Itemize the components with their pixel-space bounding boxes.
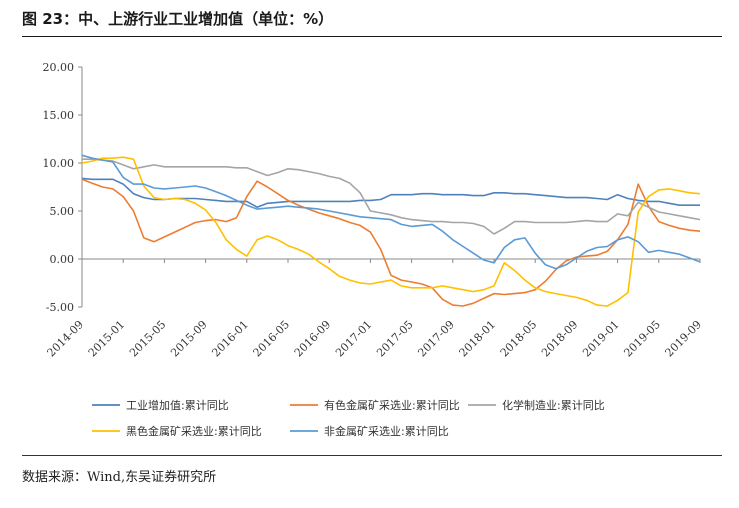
series-line-3 xyxy=(82,158,701,235)
x-tick-label: 2015-09 xyxy=(168,318,210,360)
x-tick-label: 2018-01 xyxy=(457,318,499,360)
x-tick-label: 2019-01 xyxy=(580,318,622,360)
series-lines xyxy=(81,154,701,307)
legend-label-4: 黑色金属矿采选业:累计同比 xyxy=(126,424,262,438)
y-tick-label: -5.00 xyxy=(46,301,74,314)
x-tick-label: 2019-09 xyxy=(663,318,705,360)
series-line-4 xyxy=(81,156,701,307)
y-tick-label: 15.00 xyxy=(43,109,75,122)
y-tick-label: 10.00 xyxy=(43,157,75,170)
series-line-1 xyxy=(81,177,700,208)
y-tick-label: 20.00 xyxy=(43,61,75,74)
x-tick-label: 2015-01 xyxy=(86,318,128,360)
series-line-2 xyxy=(81,178,701,307)
y-tick-label: 0.00 xyxy=(50,253,75,266)
x-tick-label: 2016-01 xyxy=(209,318,251,360)
x-tick-label: 2017-01 xyxy=(333,318,375,360)
x-tick-label: 2018-05 xyxy=(498,318,540,360)
x-tick-labels: 2014-09 2015-01 2015-05 2015-09 2016-01 2016-… xyxy=(45,318,705,360)
data-source: 数据来源：Wind,东吴证券研究所 xyxy=(22,470,217,485)
legend-label-5: 非金属矿采选业:累计同比 xyxy=(324,424,449,438)
legend-label-1: 工业增加值:累计同比 xyxy=(126,398,229,412)
x-tick-label: 2017-09 xyxy=(415,318,457,360)
x-tick-label: 2016-09 xyxy=(292,318,334,360)
chart-legend: 工业增加值:累计同比 有色金属矿采选业:累计同比 化学制造业:累计同比黑色金属矿采选… xyxy=(92,398,605,438)
x-tick-label: 2014-09 xyxy=(45,318,87,360)
x-tick-label: 2017-05 xyxy=(374,318,416,360)
legend-label-3: 化学制造业:累计同比 xyxy=(502,398,605,412)
legend-label-2: 有色金属矿采选业:累计同比 xyxy=(324,398,460,412)
chart-axes xyxy=(78,66,701,308)
page-title: 图 23：中、上游行业工业增加值（单位：%） xyxy=(22,10,334,28)
source-divider xyxy=(22,455,722,456)
x-tick-label: 2019-05 xyxy=(621,318,663,360)
x-tick-label: 2015-05 xyxy=(127,318,169,360)
x-tick-label: 2016-05 xyxy=(251,318,293,360)
x-tick-label: 2018-09 xyxy=(539,318,581,360)
series-line-5 xyxy=(81,154,701,270)
y-tick-label: 5.00 xyxy=(50,205,75,218)
title-divider xyxy=(22,36,722,37)
y-tick-labels: 20.00 15.00 10.00 5.00 0.00 -5.00 xyxy=(43,61,75,314)
